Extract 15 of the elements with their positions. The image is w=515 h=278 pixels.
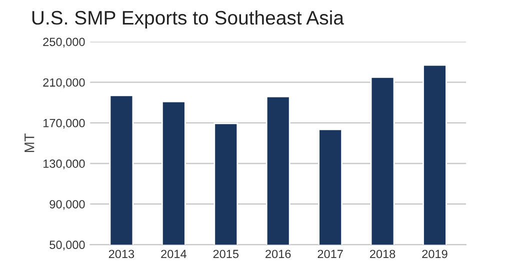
x-tick-label: 2019 [422,250,448,258]
y-axis-title: MT [24,133,34,152]
y-tick-label: 90,000 [50,200,85,210]
y-tick-label: 170,000 [43,118,85,129]
x-tick-label: 2014 [161,250,186,258]
y-tick-label: 50,000 [50,240,85,250]
y-tick-label: 130,000 [43,160,85,170]
y-tick-label: 250,000 [43,38,85,48]
x-tick-label: 2016 [266,250,291,258]
chart-title: U.S. SMP Exports to Southeast Asia [32,10,344,29]
x-tick-label: 2015 [213,250,239,258]
y-tick-label: 210,000 [43,78,85,88]
x-tick-label: 2017 [318,250,343,258]
x-tick-label: 2018 [370,250,396,258]
x-tick-label: 2013 [108,250,134,258]
